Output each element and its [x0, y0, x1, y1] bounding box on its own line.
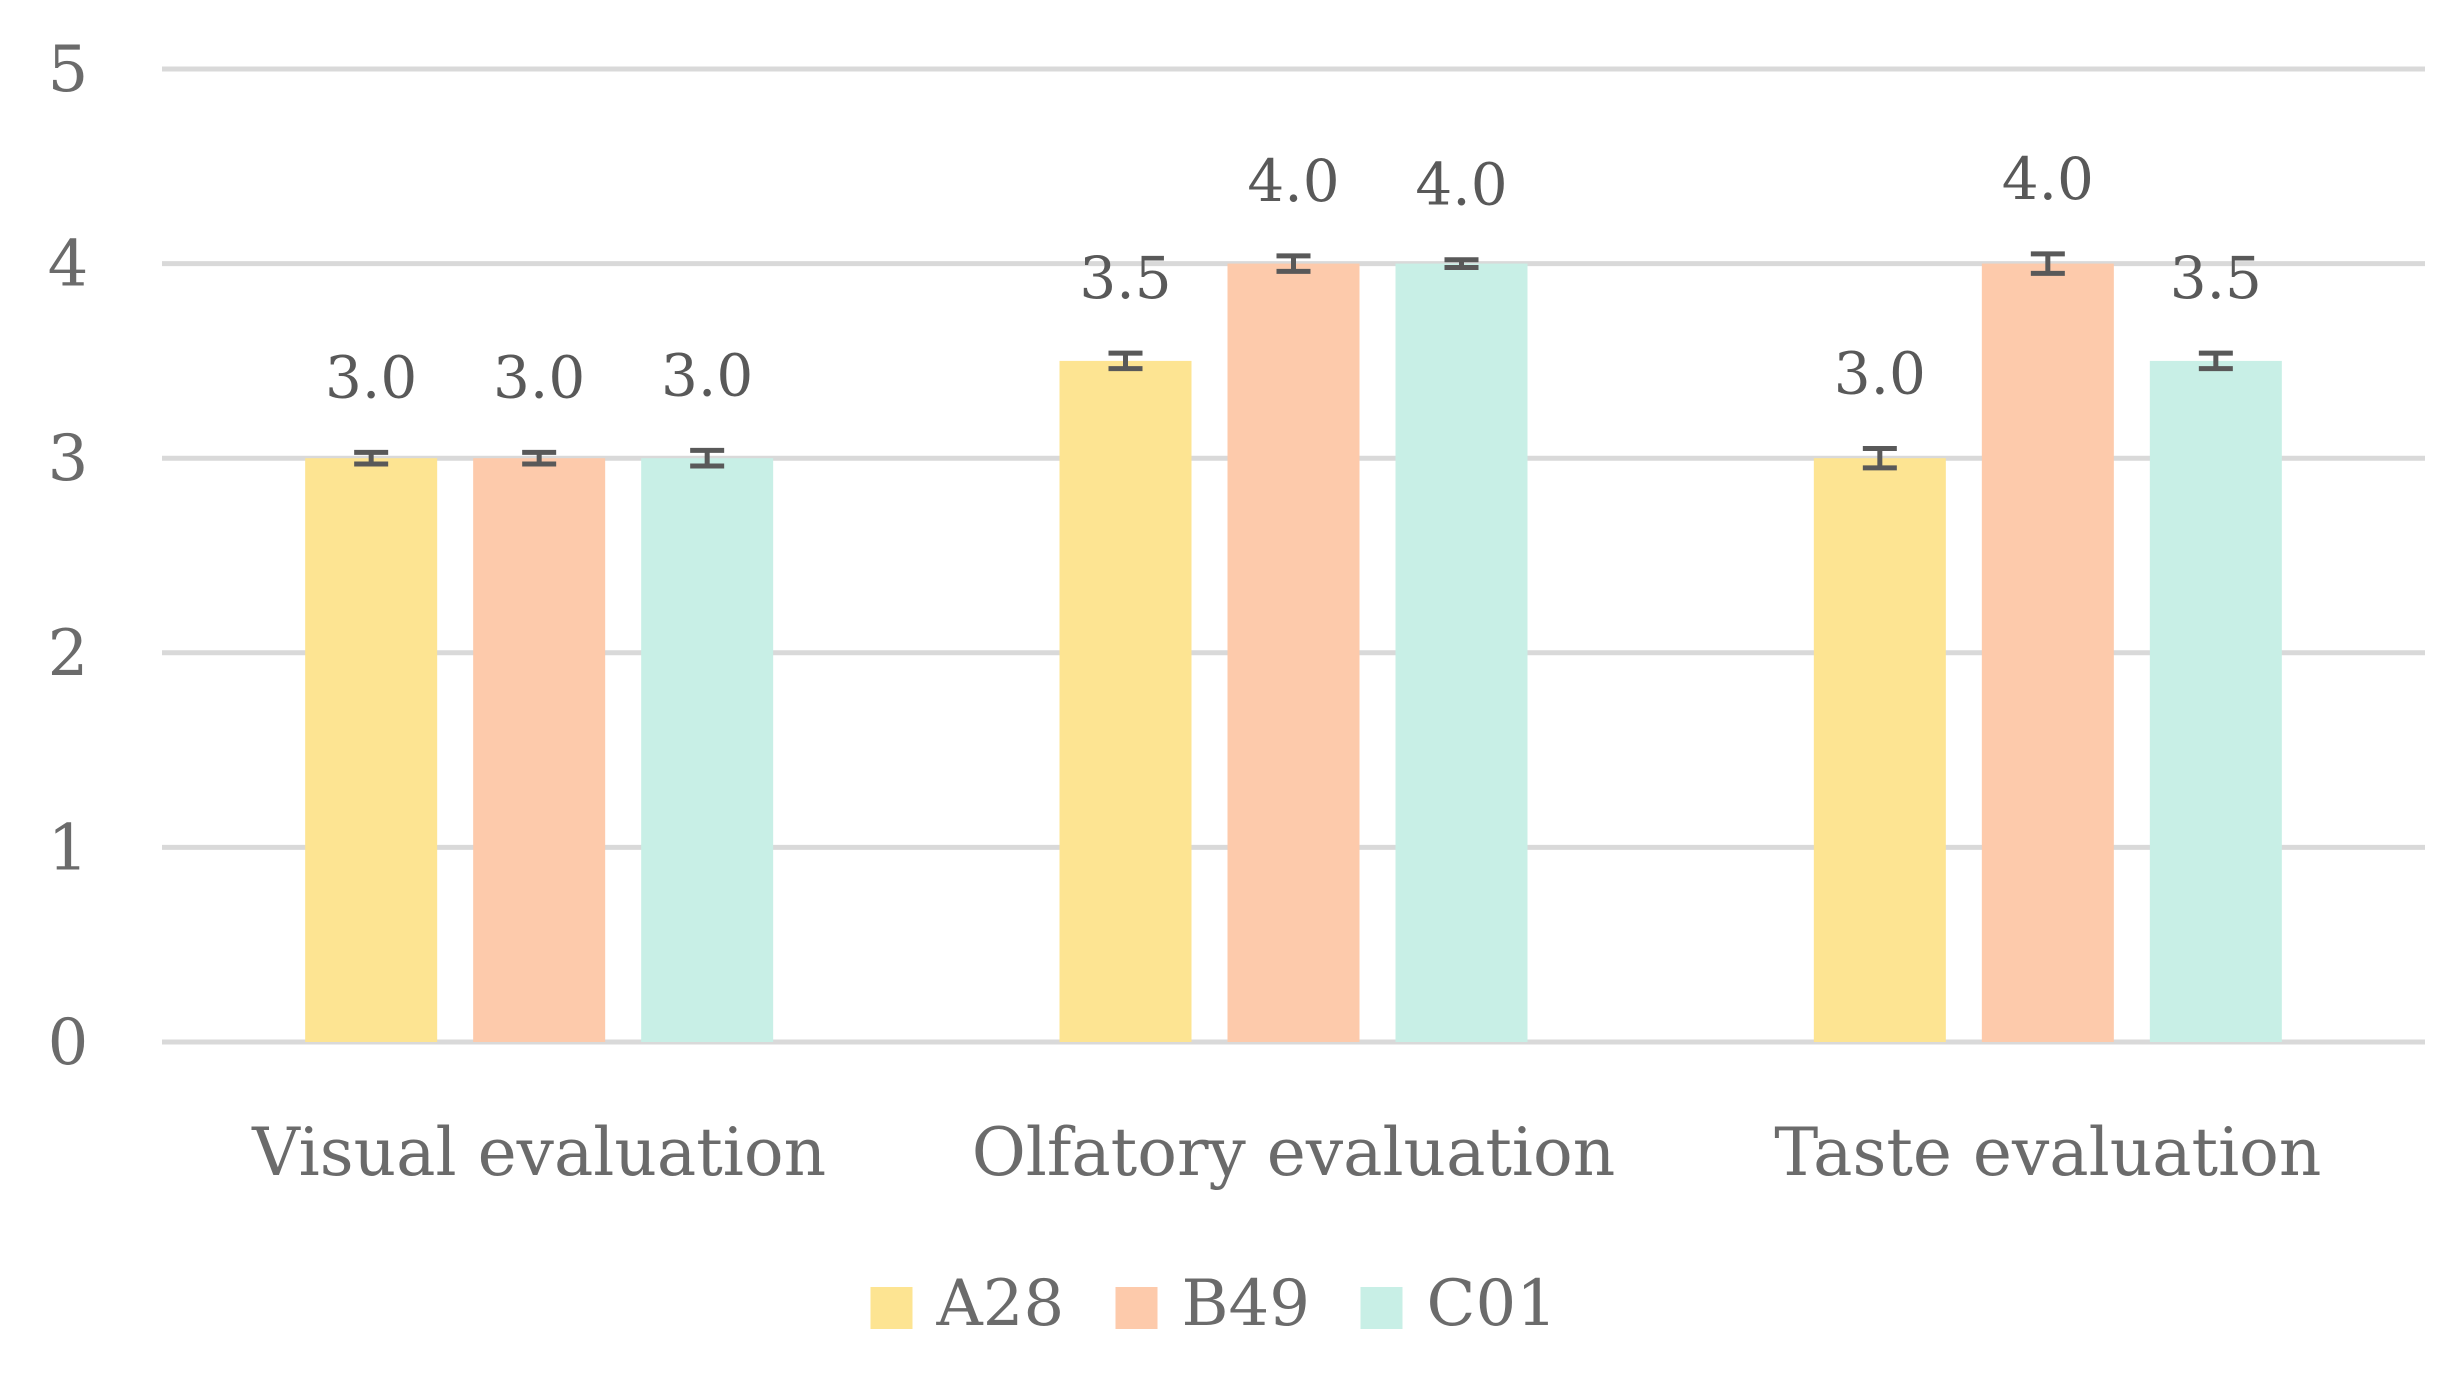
- bar-C01-0: [641, 458, 774, 1042]
- category-label-2: Taste evaluation: [1774, 1114, 2321, 1191]
- data-label-A28-1: 3.5: [1079, 244, 1171, 312]
- legend-label-C01: C01: [1427, 1267, 1557, 1341]
- bars: [305, 263, 2282, 1043]
- legend-swatch-B49: [1115, 1287, 1158, 1329]
- error-bar-A28-0: [354, 449, 389, 467]
- y-axis-ticks: 0 1 2 3 4 5: [48, 33, 89, 1080]
- data-label-B49-0: 3.0: [493, 343, 585, 411]
- data-label-B49-2: 4.0: [2002, 145, 2094, 213]
- bar-A28-0: [305, 458, 438, 1042]
- legend-label-B49: B49: [1182, 1267, 1310, 1341]
- bar-C01-1: [1395, 263, 1528, 1043]
- x-axis-categories: Visual evaluation Olfatory evaluation Tast…: [251, 1114, 2321, 1191]
- y-tick-label-1: 1: [48, 811, 89, 885]
- category-label-0: Visual evaluation: [251, 1114, 826, 1191]
- legend: A28 B49 C01: [870, 1267, 1557, 1341]
- legend-swatch-C01: [1360, 1287, 1403, 1329]
- bar-B49-2: [1981, 263, 2114, 1043]
- bar-A28-1: [1059, 360, 1192, 1042]
- bar-A28-2: [1813, 458, 1946, 1042]
- data-label-C01-2: 3.5: [2170, 244, 2262, 312]
- data-label-C01-0: 3.0: [661, 341, 753, 409]
- error-bar-A28-2: [1862, 445, 1897, 471]
- error-bar-B49-1: [1276, 253, 1311, 274]
- legend-label-A28: A28: [936, 1267, 1065, 1341]
- y-tick-label-0: 0: [48, 1006, 89, 1080]
- y-tick-label-3: 3: [48, 422, 89, 496]
- error-bar-A28-1: [1108, 350, 1143, 372]
- error-bar-C01-1: [1444, 257, 1479, 270]
- error-bar-C01-2: [2198, 350, 2233, 372]
- bar-B49-1: [1227, 263, 1360, 1043]
- error-bar-B49-0: [522, 449, 557, 467]
- data-label-A28-0: 3.0: [325, 343, 417, 411]
- category-label-1: Olfatory evaluation: [972, 1114, 1616, 1191]
- data-label-B49-1: 4.0: [1247, 147, 1339, 215]
- error-bar-C01-0: [690, 447, 725, 469]
- bar-B49-0: [473, 458, 606, 1042]
- bar-C01-2: [2149, 360, 2282, 1042]
- data-label-A28-2: 3.0: [1834, 339, 1926, 407]
- legend-swatch-A28: [870, 1287, 913, 1329]
- y-tick-label-5: 5: [48, 33, 89, 107]
- data-labels: 3.0 3.0 3.0 3.5 4.0 4.0 3.0 4.0 3.5: [325, 145, 2262, 411]
- error-bar-B49-2: [2030, 251, 2065, 276]
- y-tick-label-4: 4: [48, 228, 89, 302]
- error-bars: [354, 251, 2233, 471]
- y-tick-label-2: 2: [48, 617, 89, 691]
- data-label-C01-1: 4.0: [1415, 151, 1507, 219]
